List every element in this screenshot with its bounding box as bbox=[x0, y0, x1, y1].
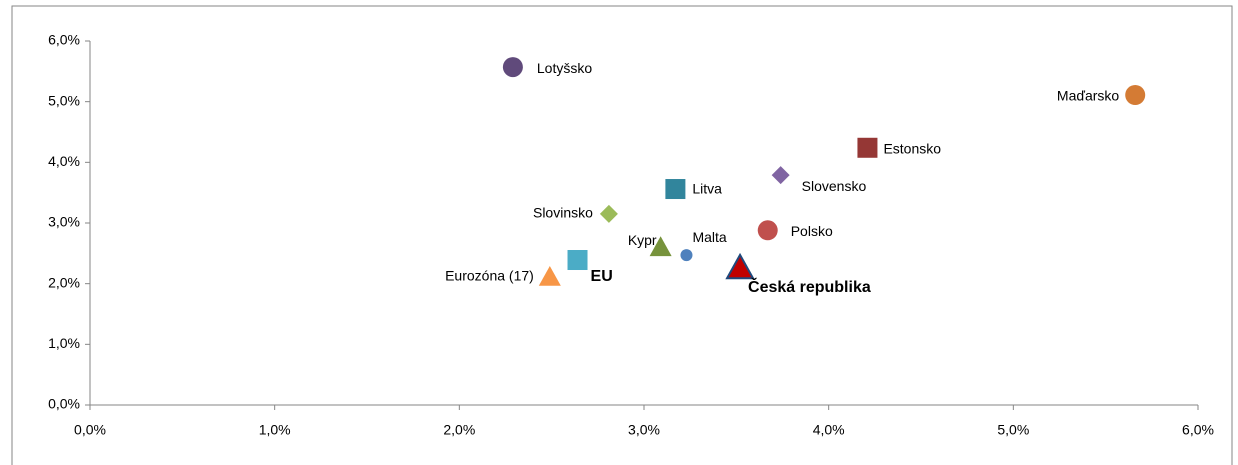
point-label: Litva bbox=[692, 181, 722, 197]
point-label: Česká republika bbox=[748, 277, 871, 296]
x-tick-label: 4,0% bbox=[813, 422, 845, 438]
x-tick-label: 6,0% bbox=[1182, 422, 1214, 438]
point-label: Estonsko bbox=[883, 140, 941, 156]
point-label: Lotyšsko bbox=[537, 60, 592, 76]
point-label: Malta bbox=[692, 229, 726, 245]
point bbox=[857, 137, 878, 158]
point-label: EU bbox=[591, 268, 613, 285]
x-tick-label: 5,0% bbox=[997, 422, 1029, 438]
point bbox=[649, 236, 672, 257]
y-tick-label: 6,0% bbox=[48, 32, 80, 48]
y-tick-label: 1,0% bbox=[48, 335, 80, 351]
point-label: Slovinsko bbox=[533, 205, 593, 221]
point bbox=[757, 220, 778, 241]
point-label: Kypr bbox=[628, 232, 657, 248]
point-label: Eurozóna (17) bbox=[445, 268, 534, 284]
y-tick-label: 3,0% bbox=[48, 214, 80, 230]
y-tick-label: 5,0% bbox=[48, 92, 80, 108]
point bbox=[567, 250, 588, 271]
point bbox=[771, 166, 790, 185]
point-label: Polsko bbox=[791, 223, 833, 239]
x-tick-label: 3,0% bbox=[628, 422, 660, 438]
point bbox=[665, 179, 686, 200]
point bbox=[1125, 84, 1146, 105]
point-label: Maďarsko bbox=[1057, 88, 1120, 104]
point bbox=[502, 57, 523, 78]
y-tick-label: 4,0% bbox=[48, 153, 80, 169]
x-tick-label: 0,0% bbox=[74, 422, 106, 438]
point bbox=[538, 265, 561, 286]
point bbox=[599, 204, 618, 223]
x-tick-label: 2,0% bbox=[443, 422, 475, 438]
point bbox=[680, 249, 693, 262]
point-label: Slovensko bbox=[802, 178, 867, 194]
y-tick-label: 0,0% bbox=[48, 396, 80, 412]
point bbox=[725, 252, 755, 280]
y-tick-label: 2,0% bbox=[48, 274, 80, 290]
chart-frame bbox=[11, 5, 1233, 465]
x-tick-label: 1,0% bbox=[259, 422, 291, 438]
